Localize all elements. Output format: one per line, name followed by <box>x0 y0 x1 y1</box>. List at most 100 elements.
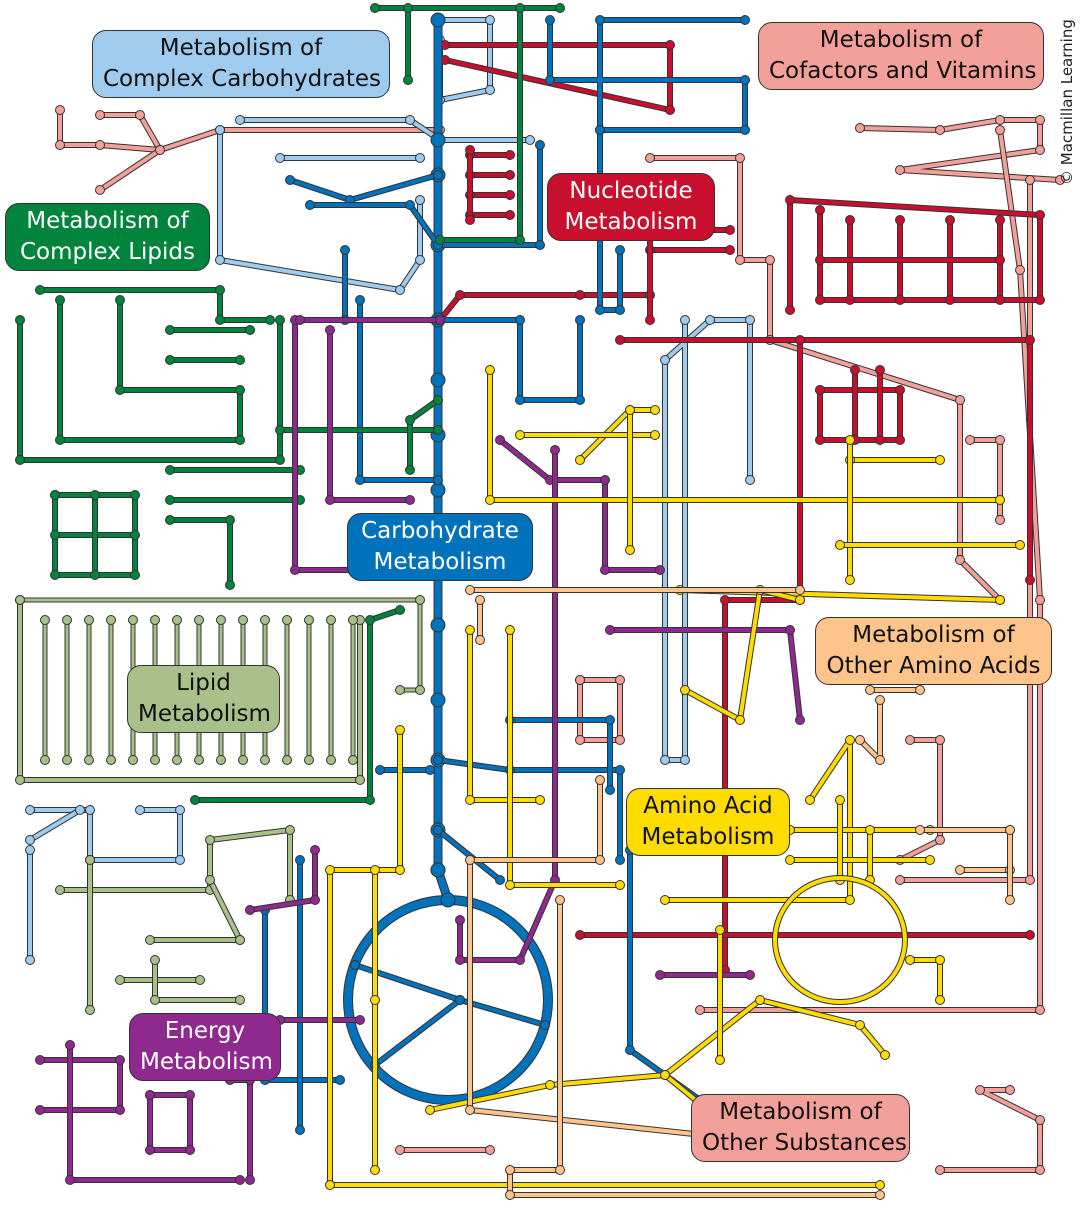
metabolite-node <box>75 805 85 815</box>
metabolite-node <box>795 585 805 595</box>
metabolite-node <box>275 315 285 325</box>
metabolite-node <box>115 1105 125 1115</box>
metabolite-node <box>605 715 615 725</box>
metabolite-node <box>815 435 825 445</box>
metabolite-node <box>815 295 825 305</box>
metabolite-node <box>645 315 655 325</box>
metabolite-node <box>465 145 475 155</box>
metabolite-node <box>405 465 415 475</box>
metabolite-node <box>135 805 145 815</box>
metabolite-node <box>955 395 965 405</box>
metabolite-node <box>935 735 945 745</box>
metabolite-node <box>955 555 965 565</box>
metabolite-node <box>55 140 65 150</box>
metabolite-node <box>705 315 715 325</box>
pathway-line-amino-acid <box>663 998 887 1077</box>
metabolite-node <box>465 855 475 865</box>
pathway-line-nucleotide <box>788 198 1042 310</box>
metabolite-node <box>465 795 475 805</box>
metabolite-node <box>505 1165 515 1175</box>
metabolite-node <box>875 365 885 375</box>
metabolite-node <box>175 805 185 815</box>
metabolite-node <box>555 1165 565 1175</box>
metabolite-node <box>405 495 415 505</box>
metabolite-node <box>965 435 975 445</box>
pathway-line-cofactors-vitamins <box>899 738 942 862</box>
metabolite-node <box>62 615 72 625</box>
metabolite-node <box>835 795 845 805</box>
metabolite-node <box>455 955 465 965</box>
metabolite-node <box>370 865 380 875</box>
label-line: Nucleotide <box>569 178 693 204</box>
pathway-line-complex-lipids <box>170 518 232 585</box>
metabolite-node <box>485 85 495 95</box>
metabolite-node <box>365 795 375 805</box>
metabolite-node <box>235 935 245 945</box>
metabolite-node <box>84 755 94 765</box>
metabolite-node <box>895 875 905 885</box>
pathway-line-cofactors-vitamins <box>58 110 162 152</box>
metabolite-node <box>955 865 965 875</box>
metabolite-node <box>430 12 446 28</box>
label-line: Complex Lipids <box>20 239 195 265</box>
metabolite-node <box>440 892 456 908</box>
metabolite-node <box>995 115 1005 125</box>
metabolite-node <box>275 153 285 163</box>
metabolite-node <box>115 975 125 985</box>
metabolite-node <box>282 755 292 765</box>
metabolite-node <box>365 615 375 625</box>
metabolite-node <box>895 435 905 445</box>
metabolite-node <box>325 495 335 505</box>
metabolite-node <box>735 715 745 725</box>
metabolite-node <box>260 615 270 625</box>
metabolite-node <box>895 385 905 395</box>
metabolite-node <box>525 135 535 145</box>
metabolite-node <box>485 495 495 505</box>
metabolite-node <box>1055 175 1065 185</box>
metabolite-node <box>310 845 320 855</box>
metabolite-node <box>325 1180 335 1190</box>
metabolite-node <box>545 75 555 85</box>
metabolite-node <box>215 255 225 265</box>
metabolite-node <box>295 1125 305 1135</box>
metabolite-node <box>35 285 45 295</box>
metabolite-node <box>403 75 413 85</box>
metabolite-node <box>845 215 855 225</box>
metabolite-node <box>535 140 545 150</box>
metabolite-node <box>720 595 730 605</box>
label-lipid: Lipid Metabolism <box>127 665 280 733</box>
pathway-line-complex-lipids <box>18 320 282 462</box>
metabolite-node <box>275 425 285 435</box>
metabolite-node <box>215 125 225 135</box>
metabolite-node <box>515 395 525 405</box>
metabolite-node <box>55 295 65 305</box>
metabolite-node <box>895 215 905 225</box>
pathway-line-amino-acid <box>665 738 852 902</box>
metabolite-node <box>875 695 885 705</box>
metabolite-node <box>405 115 415 125</box>
metabolite-node <box>90 570 100 580</box>
metabolite-node <box>433 395 443 405</box>
metabolite-node <box>165 355 175 365</box>
pathway-line-complex-carbohydrates <box>663 318 752 762</box>
metabolite-node <box>355 475 365 485</box>
metabolite-node <box>295 855 305 865</box>
metabolite-node <box>455 915 465 925</box>
metabolite-node <box>995 495 1005 505</box>
metabolite-node <box>575 395 585 405</box>
metabolite-node <box>995 435 1005 445</box>
metabolite-node <box>395 865 405 875</box>
metabolite-node <box>50 490 60 500</box>
metabolite-node <box>785 625 795 635</box>
metabolite-node <box>326 615 336 625</box>
metabolite-node <box>1025 875 1035 885</box>
metabolite-node <box>740 125 750 135</box>
metabolite-node <box>655 970 665 980</box>
metabolite-node <box>395 1145 405 1155</box>
metabolite-node <box>194 615 204 625</box>
metabolite-node <box>130 490 140 500</box>
metabolite-node <box>15 455 25 465</box>
label-line: Metabolism <box>138 701 271 727</box>
metabolite-node <box>975 1085 985 1095</box>
metabolite-node <box>1005 1085 1015 1095</box>
